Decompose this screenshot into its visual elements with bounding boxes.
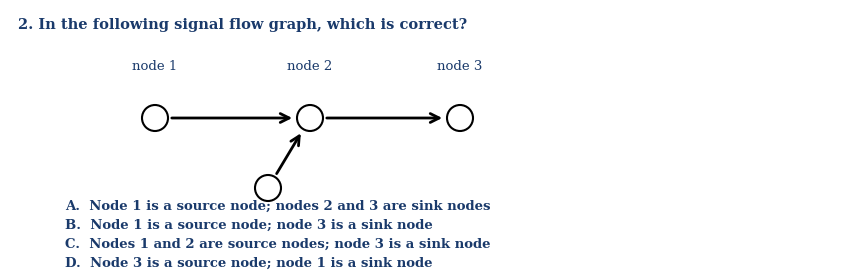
Text: A.  Node 1 is a source node; nodes 2 and 3 are sink nodes: A. Node 1 is a source node; nodes 2 and … [65,200,490,213]
Circle shape [447,105,473,131]
Text: node 2: node 2 [288,60,332,73]
Text: D.  Node 3 is a source node; node 1 is a sink node: D. Node 3 is a source node; node 1 is a … [65,257,432,270]
Text: 2. In the following signal flow graph, which is correct?: 2. In the following signal flow graph, w… [18,18,467,32]
Circle shape [255,175,281,201]
Text: B.  Node 1 is a source node; node 3 is a sink node: B. Node 1 is a source node; node 3 is a … [65,219,433,232]
Text: node 1: node 1 [132,60,178,73]
Text: C.  Nodes 1 and 2 are source nodes; node 3 is a sink node: C. Nodes 1 and 2 are source nodes; node … [65,238,490,251]
Text: node 3: node 3 [437,60,483,73]
Circle shape [142,105,168,131]
Circle shape [297,105,323,131]
